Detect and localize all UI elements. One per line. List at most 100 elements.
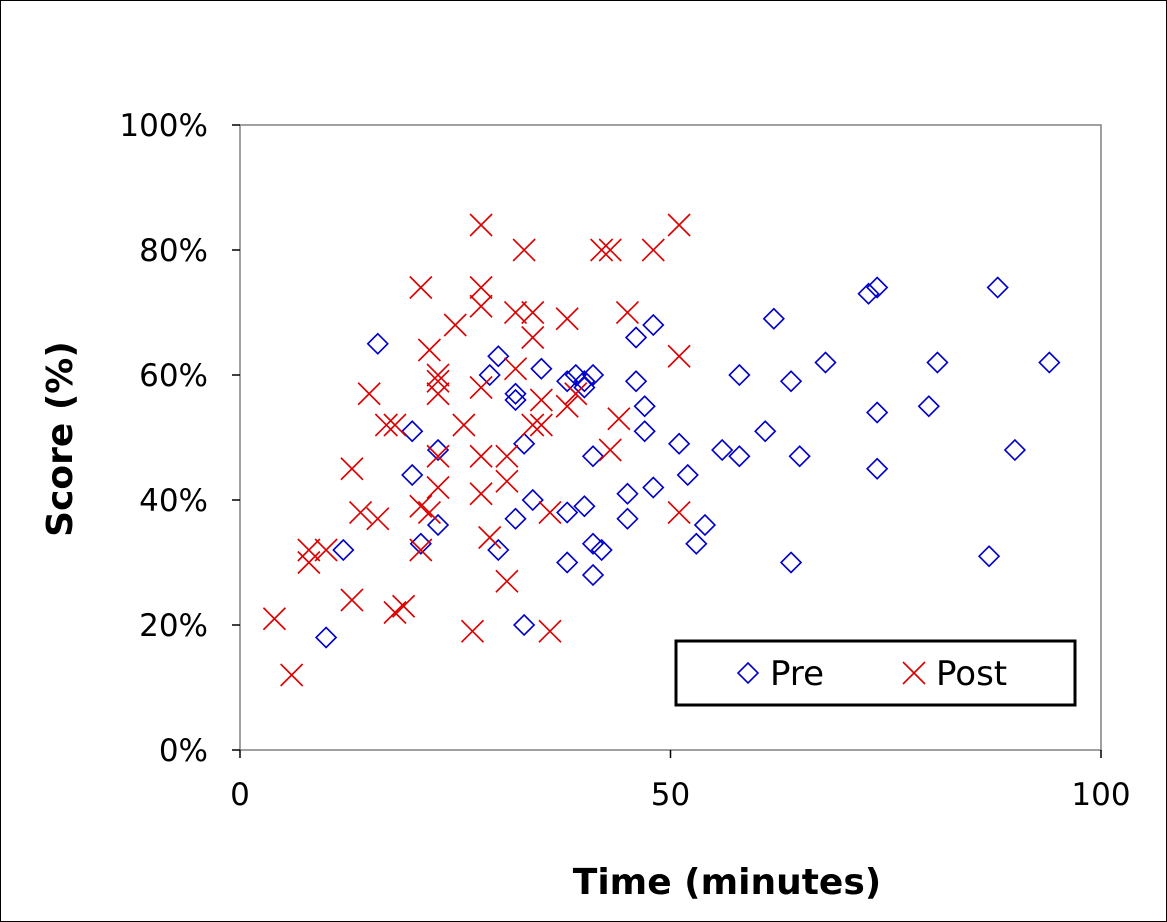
post-point [503,300,528,325]
pre-point [926,351,949,374]
pre-point [332,538,355,562]
y-axis-title: Score (%) [40,341,81,537]
post-point [495,444,519,468]
pre-point [1003,438,1027,462]
pre-point [779,370,803,393]
post-point [409,538,433,562]
pre-point [426,513,450,537]
legend-post-label: Post [936,654,1007,694]
post-point [280,663,304,687]
post-point [469,444,493,468]
pre-point [616,507,639,530]
post-point [469,482,493,506]
pre-point [556,370,579,393]
post-point [348,500,373,525]
post-point [452,413,476,437]
post-point [340,457,364,481]
pre-point [633,395,656,418]
post-point [555,394,579,418]
pre-point [633,420,656,443]
pre-point [521,488,544,512]
post-point [495,469,519,493]
pre-point [676,463,699,487]
pre-point [986,276,1009,299]
post-point [478,525,502,550]
pre-point [478,363,501,387]
pre-point [512,432,536,455]
post-point [262,607,287,631]
pre-point [504,507,527,530]
post-point [426,369,450,393]
pre-point [1038,351,1061,374]
series-post [262,213,691,687]
pre-point [977,545,1001,568]
post-point [667,500,691,525]
post-point [555,307,579,331]
pre-point [866,401,889,424]
y-axis-ticks: 0% 20% 40% 60% 80% 100% [119,108,240,769]
y-tick-label: 100% [119,108,208,144]
post-point [598,238,622,262]
post-point [495,569,519,593]
x-axis-title: Time (minutes) [573,862,881,903]
pre-point [624,370,648,393]
post-point [469,294,493,318]
post-point [521,325,545,350]
pre-point [642,476,665,499]
post-point [314,538,338,562]
post-point [538,619,562,643]
pre-point [814,351,837,374]
post-point [409,275,433,300]
pre-point [779,551,803,574]
pre-point [917,395,940,418]
series-pre [314,276,1061,649]
post-point [374,413,398,437]
post-point [366,507,390,531]
post-point [667,213,691,237]
post-point [529,413,553,437]
pre-point [556,501,579,524]
legend-pre-marker [736,661,760,685]
y-tick-label: 80% [139,233,208,269]
pre-point [504,388,527,412]
post-point [503,357,528,381]
post-point [641,238,665,262]
y-tick-label: 60% [139,358,208,394]
data-points [262,213,1061,687]
post-point [357,382,381,406]
post-point [426,382,450,406]
post-point [426,475,450,500]
pre-point [314,626,338,649]
post-point [590,238,614,262]
y-tick-label: 0% [159,733,208,769]
pre-point [581,563,605,587]
post-point [469,275,493,300]
post-point [417,500,441,525]
x-tick-label: 100 [1071,777,1130,813]
post-point [529,388,553,412]
pre-point [556,551,579,574]
legend-box [674,639,1077,707]
pre-point [866,457,889,480]
pre-point [573,370,596,393]
post-point [392,594,416,618]
pre-point [711,438,734,462]
post-point [512,238,536,262]
post-point [615,300,640,325]
pre-point [616,482,639,505]
post-point [598,438,622,462]
pre-point [762,307,785,330]
post-point [383,413,407,437]
legend: Pre Post [674,639,1077,707]
pre-point [866,276,889,299]
pre-point [401,463,424,487]
pre-point [409,532,432,555]
post-point [607,407,631,431]
post-point [443,313,467,337]
post-point [538,500,562,525]
post-point [340,588,364,612]
pre-point [401,420,424,443]
post-point [417,338,441,362]
pre-point [590,538,613,562]
